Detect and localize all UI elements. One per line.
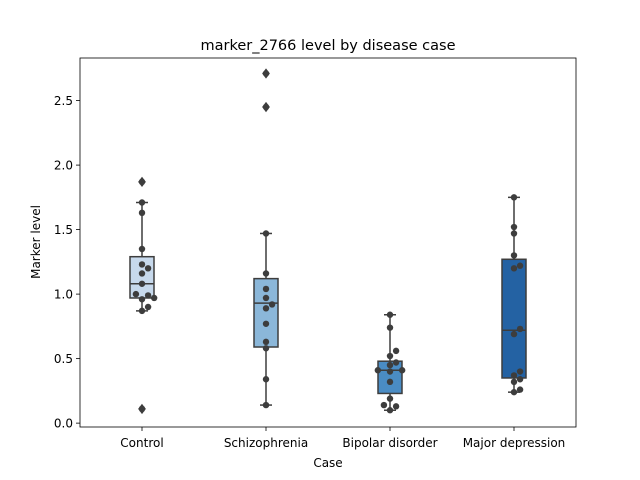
x-tick-label: Bipolar disorder bbox=[342, 436, 437, 450]
data-point bbox=[262, 305, 270, 312]
y-tick-label: 1.0 bbox=[54, 288, 73, 302]
data-point bbox=[510, 223, 518, 231]
data-point bbox=[132, 290, 140, 298]
data-point bbox=[262, 270, 270, 277]
data-point bbox=[138, 270, 146, 277]
data-point bbox=[386, 407, 394, 414]
data-point bbox=[392, 347, 400, 355]
data-point bbox=[262, 320, 270, 327]
data-point bbox=[144, 292, 152, 299]
data-point bbox=[510, 330, 518, 338]
x-axis-label: Case bbox=[313, 456, 342, 470]
data-point bbox=[138, 245, 146, 253]
data-point bbox=[144, 303, 152, 311]
y-tick-label: 0.0 bbox=[54, 417, 73, 431]
data-point bbox=[262, 70, 270, 77]
chart-title: marker_2766 level by disease case bbox=[201, 38, 456, 54]
data-point bbox=[268, 301, 276, 308]
y-tick-label: 2.5 bbox=[54, 94, 73, 108]
data-point bbox=[510, 388, 518, 396]
data-point bbox=[150, 294, 158, 302]
y-tick-label: 2.0 bbox=[54, 159, 73, 173]
y-axis-label: Marker level bbox=[29, 205, 43, 279]
data-point bbox=[510, 252, 518, 259]
data-point bbox=[262, 345, 270, 352]
data-point bbox=[138, 307, 146, 315]
data-point bbox=[262, 285, 270, 293]
data-point bbox=[386, 378, 394, 386]
data-point bbox=[510, 194, 518, 201]
data-point bbox=[386, 361, 394, 369]
data-point bbox=[262, 338, 270, 346]
y-tick-label: 0.5 bbox=[54, 352, 73, 366]
data-point bbox=[386, 311, 394, 318]
data-point bbox=[138, 199, 146, 206]
data-point bbox=[262, 401, 270, 409]
data-point bbox=[510, 230, 518, 237]
data-point bbox=[386, 352, 394, 360]
data-point bbox=[262, 230, 270, 237]
data-point bbox=[144, 265, 152, 272]
data-point bbox=[262, 103, 270, 111]
data-point bbox=[262, 376, 270, 383]
data-point bbox=[510, 265, 518, 272]
plot-frame bbox=[79, 57, 577, 428]
data-point bbox=[398, 367, 406, 374]
box-major-depression bbox=[501, 258, 527, 379]
y-tick-label: 1.5 bbox=[54, 223, 73, 237]
data-point bbox=[386, 324, 394, 331]
data-point bbox=[392, 403, 400, 410]
data-point bbox=[380, 401, 388, 409]
data-point bbox=[392, 359, 400, 366]
data-point bbox=[138, 280, 146, 287]
data-point bbox=[138, 405, 146, 413]
data-point bbox=[510, 372, 518, 379]
data-point bbox=[138, 209, 146, 217]
data-point bbox=[516, 325, 524, 333]
data-point bbox=[386, 368, 394, 375]
data-point bbox=[262, 294, 270, 302]
data-point bbox=[510, 378, 518, 386]
data-point bbox=[374, 367, 382, 374]
data-point bbox=[516, 376, 524, 383]
plot-area: 0.0 0.5 1.0 1.5 2.0 2.5 Control Schizophrenia Bi… bbox=[54, 57, 577, 450]
x-tick-label: Schizophrenia bbox=[224, 436, 308, 450]
data-point bbox=[138, 296, 146, 303]
data-point bbox=[138, 261, 146, 268]
x-tick-label: Control bbox=[120, 436, 163, 450]
data-point bbox=[516, 386, 524, 393]
data-point bbox=[138, 178, 146, 186]
data-point bbox=[516, 262, 524, 269]
data-point bbox=[386, 395, 394, 402]
x-tick-label: Major depression bbox=[463, 436, 566, 450]
data-point bbox=[516, 368, 524, 375]
